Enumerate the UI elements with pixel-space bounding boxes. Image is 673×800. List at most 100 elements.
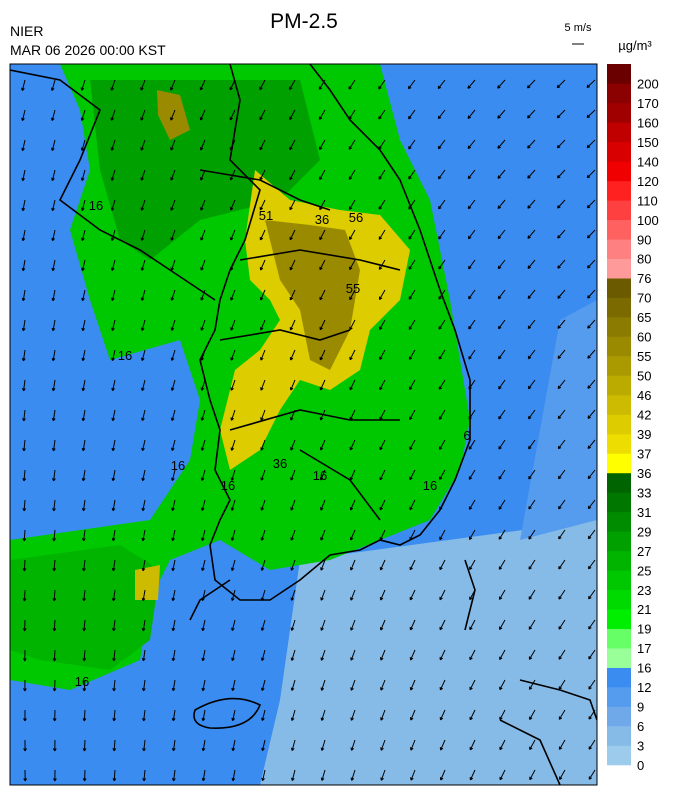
wind-arrow (467, 199, 476, 210)
wind-arrow (497, 289, 506, 300)
wind-arrow (498, 439, 506, 450)
wind-arrow (51, 319, 56, 332)
wind-arrow (558, 649, 566, 660)
wind-arrow (229, 199, 236, 211)
colorbar-label: 29 (637, 524, 651, 539)
wind-arrow (349, 439, 356, 451)
colorbar-label: 19 (637, 622, 651, 637)
wind-arrow (80, 109, 86, 121)
wind-arrow (140, 349, 146, 361)
wind-arrow (289, 199, 296, 211)
wind-arrow (379, 589, 386, 601)
wind-arrow (320, 589, 326, 601)
wind-arrow (199, 109, 206, 121)
wind-arrow (409, 679, 416, 691)
wind-arrow (468, 289, 476, 300)
wind-arrow (230, 469, 236, 481)
wind-arrow (408, 109, 416, 120)
wind-arrow (558, 619, 566, 630)
wind-arrow (319, 229, 326, 241)
wind-arrow (290, 559, 296, 571)
wind-arrow (469, 739, 476, 751)
wind-arrow (289, 109, 296, 121)
wind-arrow (81, 379, 86, 392)
wind-arrow (378, 79, 386, 90)
wind-arrow (23, 709, 27, 722)
contour-label: 56 (349, 210, 363, 225)
wind-arrow (439, 649, 446, 661)
wind-arrow (111, 349, 116, 362)
contour-label: 16 (75, 674, 89, 689)
wind-arrow (259, 199, 266, 211)
wind-arrow (348, 79, 356, 90)
wind-arrow (21, 139, 26, 152)
wind-arrow (528, 469, 536, 480)
wind-arrow (81, 529, 86, 542)
colorbar-label: 65 (637, 310, 651, 325)
wind-arrow (409, 529, 416, 541)
wind-arrow (111, 439, 116, 452)
wind-arrow (81, 259, 86, 272)
wind-arrow (290, 739, 296, 751)
wind-arrow (80, 139, 86, 151)
wind-arrow (50, 79, 56, 91)
colorbar-segment (607, 745, 631, 766)
wind-arrow (498, 529, 506, 540)
wind-arrow (201, 529, 206, 541)
wind-arrow (21, 289, 26, 302)
wind-arrow (170, 169, 176, 181)
wind-arrow (289, 349, 296, 361)
wind-arrow (229, 79, 236, 91)
wind-arrow (171, 559, 176, 572)
wind-arrow (320, 679, 326, 691)
wind-arrow (231, 679, 236, 692)
colorbar-segment (607, 258, 631, 279)
wind-arrow (22, 619, 27, 632)
wind-arrow (200, 499, 206, 511)
wind-arrow (348, 199, 356, 210)
colorbar-label: 160 (637, 115, 659, 130)
colorbar-label: 140 (637, 154, 659, 169)
wind-arrow (439, 529, 446, 541)
wind-arrow (81, 439, 86, 452)
wind-arrow (140, 79, 146, 91)
wind-arrow (290, 469, 296, 481)
wind-arrow (378, 139, 386, 150)
wind-arrow (199, 169, 206, 181)
colorbar-label: 0 (637, 758, 644, 773)
wind-arrow (558, 499, 566, 510)
wind-arrow (558, 709, 566, 720)
wind-arrow (380, 769, 386, 781)
wind-arrow (498, 589, 506, 600)
wind-arrow (497, 229, 506, 240)
colorbar-label: 31 (637, 505, 651, 520)
wind-arrow (438, 289, 446, 300)
colorbar-label: 90 (637, 232, 651, 247)
wind-arrow (379, 529, 386, 541)
wind-arrow (468, 259, 476, 270)
wind-arrow (260, 619, 266, 631)
wind-arrow (52, 619, 57, 632)
wind-arrow (467, 229, 476, 240)
colorbar-segment (607, 550, 631, 571)
wind-arrow (82, 739, 87, 752)
wind-arrow (52, 589, 57, 602)
wind-arrow (319, 199, 326, 211)
colorbar-segment (607, 122, 631, 143)
agency: NIER (10, 23, 43, 39)
wind-arrow (408, 349, 416, 360)
wind-arrow (587, 409, 596, 419)
wind-arrow (558, 739, 566, 750)
wind-arrow (260, 439, 266, 451)
colorbar-segment (607, 239, 631, 260)
wind-arrow (587, 289, 596, 299)
wind-arrow (290, 649, 296, 661)
wind-arrow (51, 259, 56, 272)
wind-arrow (201, 679, 206, 692)
wind-arrow (141, 649, 146, 662)
wind-arrow (468, 439, 476, 450)
contour-label: 16 (313, 468, 327, 483)
wind-arrow (528, 679, 536, 690)
colorbar-segment (607, 628, 631, 649)
